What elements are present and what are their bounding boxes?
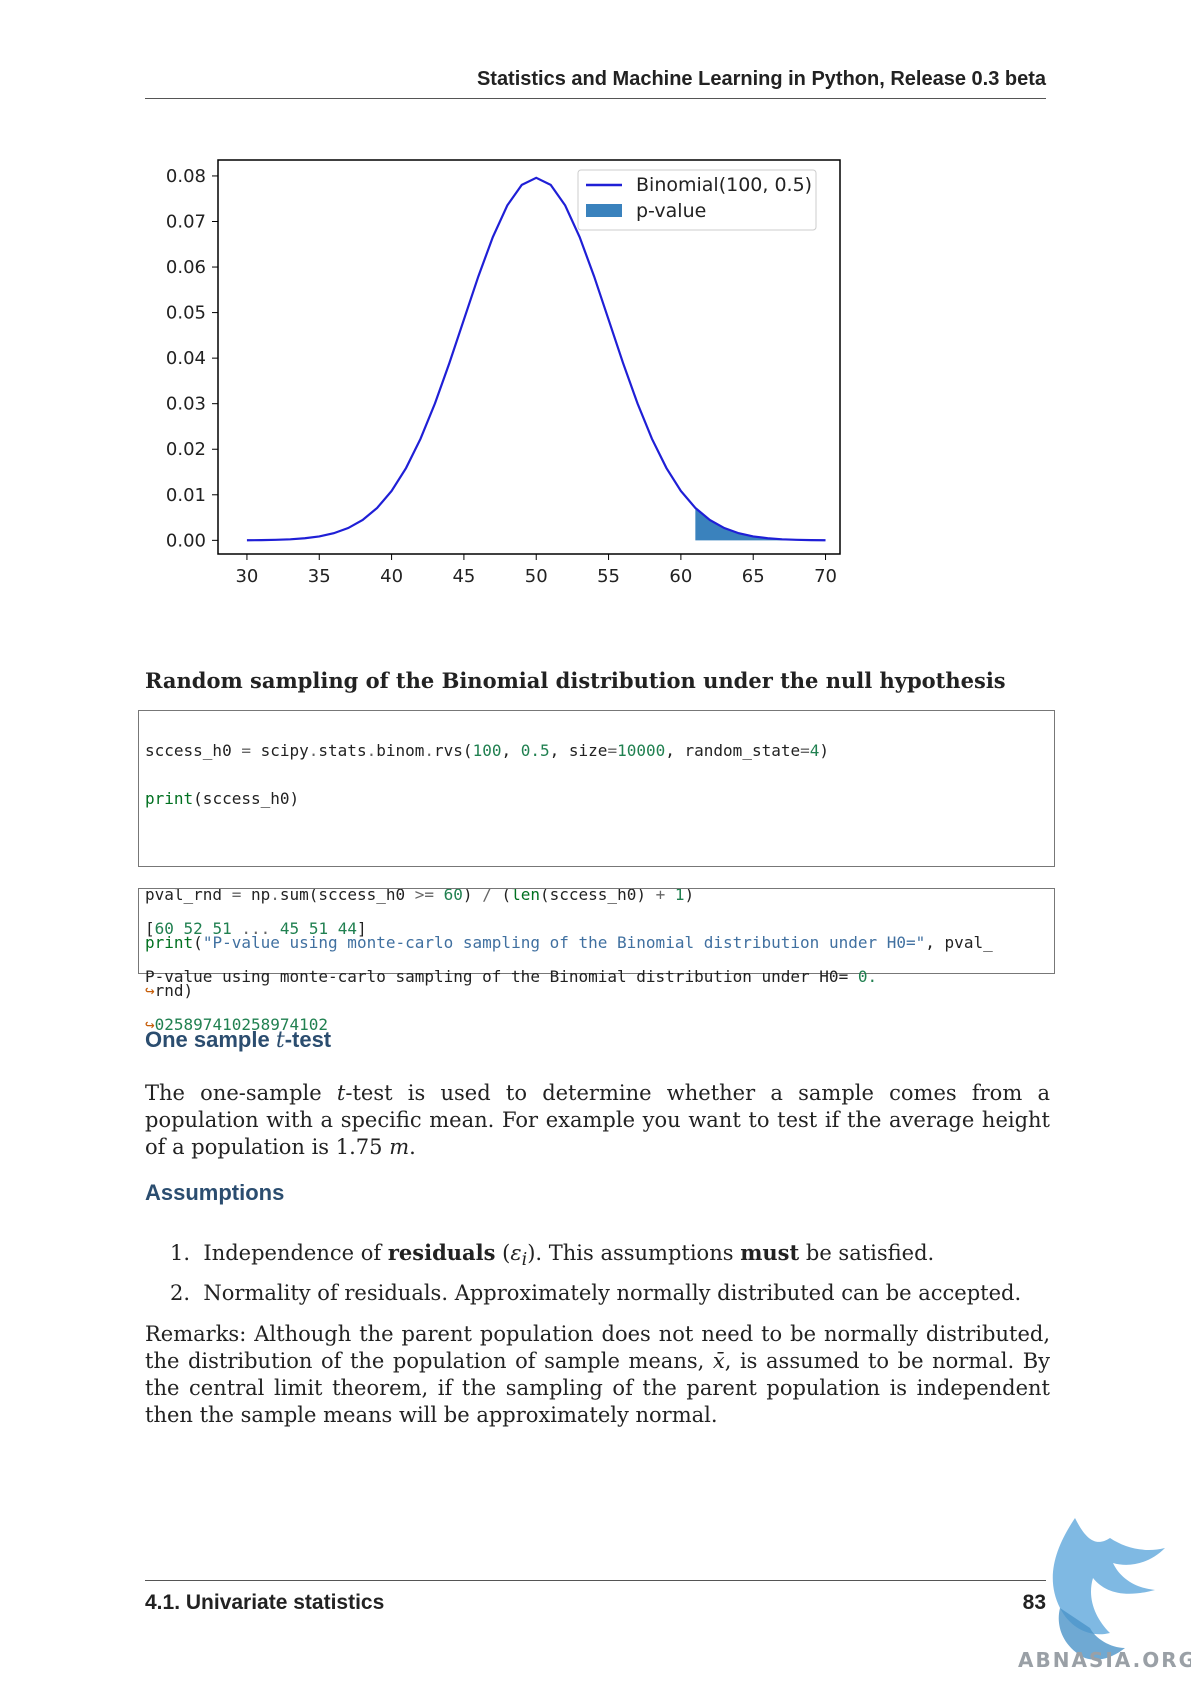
code-line: pval_rnd = np.sum(sccess_h0 >= 60) / (le… xyxy=(145,885,695,904)
griffin-logo-icon xyxy=(1052,1518,1165,1660)
x-tick-label: 40 xyxy=(380,566,403,587)
figure-caption: Random sampling of the Binomial distribu… xyxy=(145,668,1006,693)
paragraph-t-test-intro: The one-sample t-test is used to determi… xyxy=(145,1081,1050,1159)
x-tick-label: 65 xyxy=(742,566,765,587)
x-tick-label: 35 xyxy=(308,566,331,587)
running-header-title: Statistics and Machine Learning in Pytho… xyxy=(476,68,1046,90)
legend-fill-swatch xyxy=(586,204,622,217)
section-heading-one-sample-t-test: One sample t-test xyxy=(145,1027,332,1053)
x-tick-label: 55 xyxy=(597,566,620,587)
y-tick-label: 0.00 xyxy=(166,530,206,551)
legend-entry-pvalue: p-value xyxy=(636,200,706,222)
x-tick-label: 50 xyxy=(525,566,548,587)
y-tick-label: 0.01 xyxy=(166,485,206,506)
y-tick-label: 0.05 xyxy=(166,303,206,324)
y-tick-label: 0.04 xyxy=(166,348,206,369)
list-item: 2. Normality of residuals. Approximately… xyxy=(170,1281,1022,1305)
watermark-text: ABNASIA.ORG xyxy=(1018,1648,1191,1672)
y-axis: 0.00 0.01 0.02 0.03 0.04 0.05 0.06 0.07 0.08 xyxy=(166,166,218,551)
code-block-input: sccess_h0 = scipy.stats.binom.rvs(100, 0… xyxy=(138,710,1055,1000)
code-line: print("P-value using monte-carlo samplin… xyxy=(145,933,993,952)
code-line: print(sccess_h0) xyxy=(145,789,300,808)
x-tick-label: 30 xyxy=(235,566,258,587)
output-line: [60 52 51 ... 45 51 44] xyxy=(145,919,367,938)
y-tick-label: 0.03 xyxy=(166,394,206,415)
code-line: ↪rnd) xyxy=(145,981,194,1000)
code-line-blank xyxy=(145,835,1048,859)
page-number: 83 xyxy=(1022,1591,1046,1614)
y-tick-label: 0.06 xyxy=(166,257,206,278)
p-value-region xyxy=(695,507,826,541)
footer-section: 4.1. Univariate statistics xyxy=(145,1591,385,1614)
y-tick-label: 0.07 xyxy=(166,211,206,232)
page-footer: 4.1. Univariate statistics 83 xyxy=(145,1580,1046,1614)
legend-entry-binomial: Binomial(100, 0.5) xyxy=(636,174,812,196)
code-block-output: [60 52 51 ... 45 51 44] P-value using mo… xyxy=(138,888,1055,1034)
paragraph-remarks: Remarks: Although the parent population … xyxy=(145,1322,1050,1427)
running-header: Statistics and Machine Learning in Pytho… xyxy=(145,66,1046,99)
y-tick-label: 0.08 xyxy=(166,166,206,187)
binomial-line xyxy=(246,176,826,542)
binomial-chart: 0.000.010.020.030.040.050.060.070.08 30 3… xyxy=(166,159,841,587)
section-heading-assumptions: Assumptions xyxy=(145,1180,285,1205)
x-tick-label: 45 xyxy=(452,566,475,587)
x-tick-label: 60 xyxy=(669,566,692,587)
x-tick-label: 70 xyxy=(814,566,837,587)
list-item: 1. Independence of residuals (εi). This … xyxy=(170,1240,935,1271)
continuation-arrow-icon: ↪ xyxy=(145,1015,155,1034)
output-line: P-value using monte-carlo sampling of th… xyxy=(145,967,878,986)
legend: Binomial(100, 0.5) p-value xyxy=(577,169,817,231)
output-line: ↪025897410258974102 xyxy=(145,1015,329,1034)
continuation-arrow-icon: ↪ xyxy=(145,981,155,1000)
x-axis: 30 35 40 45 50 55 60 65 70 xyxy=(235,554,837,587)
code-line: sccess_h0 = scipy.stats.binom.rvs(100, 0… xyxy=(145,741,830,760)
y-tick-label: 0.02 xyxy=(166,439,206,460)
